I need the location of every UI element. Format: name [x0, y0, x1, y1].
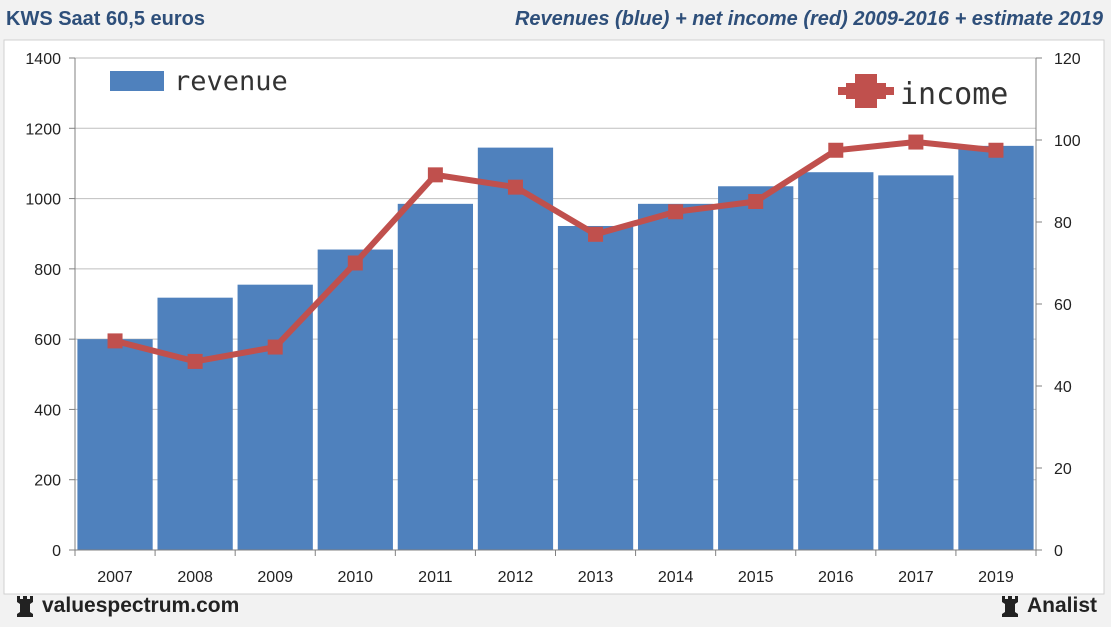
- income-point-2014: [668, 204, 684, 220]
- x-tick-label: 2007: [97, 569, 133, 586]
- legend-income-label: income: [900, 77, 1008, 112]
- income-line: [114, 139, 997, 365]
- y-left-tick-label: 800: [34, 262, 61, 279]
- revenue-bar-2013: [557, 225, 634, 551]
- income-point-2009: [267, 339, 283, 355]
- income-point-2012: [507, 179, 523, 195]
- footer-brand-right: Analist: [999, 594, 1097, 618]
- chart-header-left: KWS Saat 60,5 euros: [6, 8, 205, 30]
- income-point-2008: [187, 353, 203, 369]
- income-point-2013: [588, 226, 604, 242]
- y-left-tick-label: 1400: [25, 51, 61, 68]
- legend-revenue-swatch: [110, 71, 164, 91]
- y-right-tick-label: 0: [1054, 543, 1063, 560]
- x-tick-label: 2014: [658, 569, 694, 586]
- income-point-2011: [427, 167, 443, 183]
- income-point-2010: [347, 255, 363, 271]
- income-point-2019: [988, 142, 1004, 158]
- x-tick-label: 2013: [578, 569, 614, 586]
- x-tick-label: 2019: [978, 569, 1014, 586]
- y-left-tick-label: 400: [34, 402, 61, 419]
- footer-left-text: valuespectrum.com: [42, 594, 240, 617]
- revenue-bar-2007: [77, 339, 153, 550]
- revenue-bar-2014: [637, 203, 714, 551]
- revenue-bars: [77, 145, 1034, 551]
- y-left-tick-label: 1000: [25, 192, 61, 209]
- revenue-bar-2011: [397, 203, 474, 551]
- y-right-tick-label: 40: [1054, 379, 1072, 396]
- y-right-tick-label: 100: [1054, 133, 1081, 150]
- revenue-bar-2016: [798, 172, 874, 550]
- footer-right-text: Analist: [1026, 594, 1097, 617]
- revenue-bar-2010: [317, 249, 393, 550]
- y-left-tick-label: 0: [52, 543, 61, 560]
- revenue-bar-2008: [157, 297, 233, 550]
- x-tick-label: 2016: [818, 569, 854, 586]
- y-left-tick-label: 600: [34, 332, 61, 349]
- y-right-tick-label: 20: [1054, 461, 1072, 478]
- axes: 0 200 400 600 800 1000 1200 1400 0 20 40 60 80 100 120…: [25, 51, 1080, 586]
- revenue-bar-2015: [718, 186, 794, 550]
- legend-income-marker-h: [846, 83, 886, 99]
- revenue-bar-2009: [237, 284, 313, 550]
- footer-brand-left: valuespectrum.com: [14, 594, 239, 618]
- y-right-tick-label: 80: [1054, 215, 1072, 232]
- income-point-2017: [908, 134, 924, 150]
- legend-revenue-label: revenue: [174, 66, 288, 97]
- revenue-bar-2019: [958, 145, 1034, 550]
- revenue-bar-2017: [878, 175, 954, 550]
- income-point-2015: [748, 194, 764, 209]
- y-left-tick-label: 1200: [25, 121, 61, 138]
- income-line-layer: [107, 134, 1004, 369]
- x-tick-label: 2015: [738, 569, 774, 586]
- y-right-tick-label: 120: [1054, 51, 1081, 68]
- x-tick-label: 2008: [177, 569, 213, 586]
- x-tick-label: 2011: [418, 569, 453, 586]
- y-right-tick-label: 60: [1054, 297, 1072, 314]
- x-tick-label: 2009: [257, 569, 293, 586]
- x-tick-label: 2010: [337, 569, 373, 586]
- chart-header-right: Revenues (blue) + net income (red) 2009-…: [514, 8, 1103, 30]
- revenue-bar-2012: [477, 147, 554, 550]
- x-tick-label: 2012: [498, 569, 534, 586]
- rook-icon: [17, 596, 33, 617]
- income-point-2016: [828, 142, 844, 158]
- income-point-2007: [107, 333, 123, 349]
- rook-icon: [1001, 596, 1018, 617]
- y-left-tick-label: 200: [34, 473, 61, 490]
- x-tick-label: 2017: [898, 569, 934, 586]
